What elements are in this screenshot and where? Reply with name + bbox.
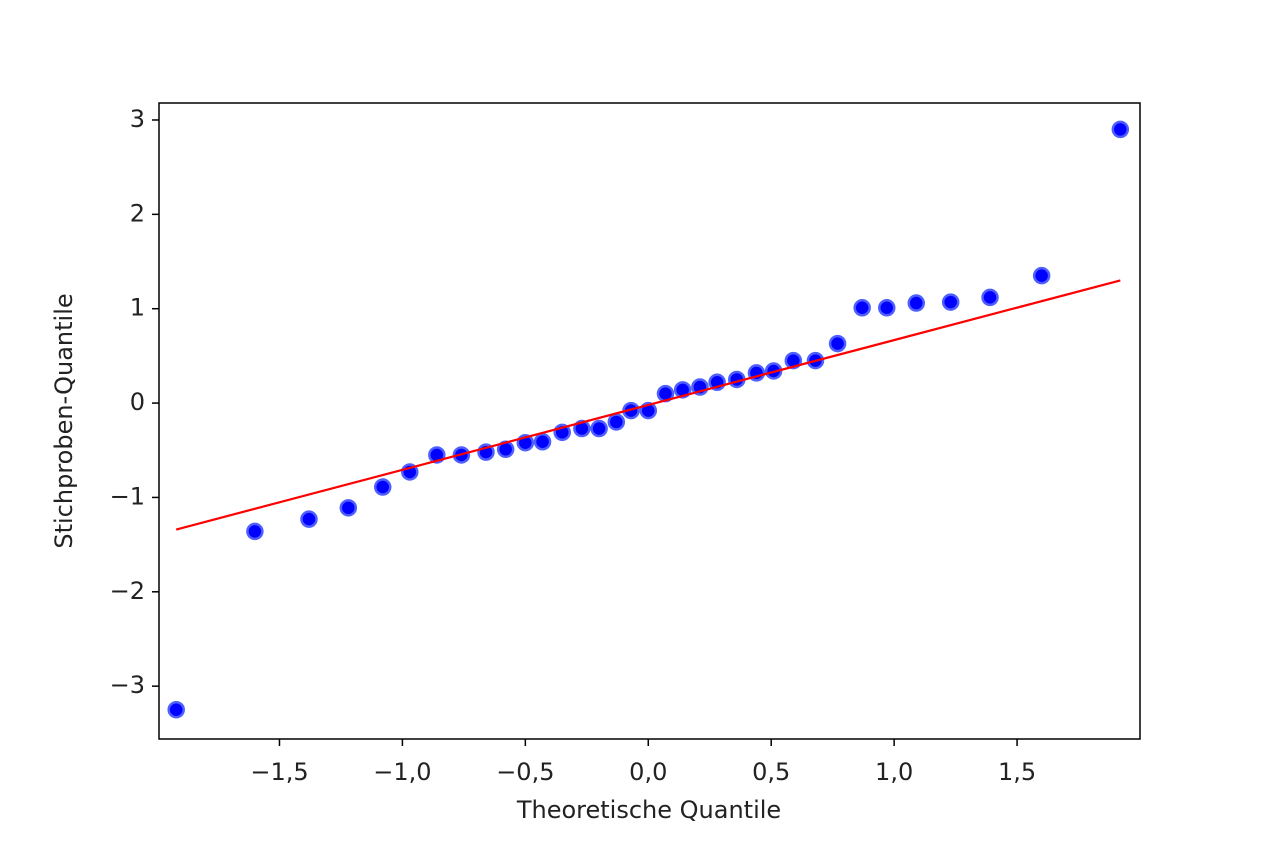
data-point	[828, 334, 847, 353]
x-tick-label: 1,0	[875, 758, 913, 786]
data-point	[1111, 120, 1130, 139]
x-axis-label: Theoretische Quantile	[516, 796, 781, 824]
data-point	[573, 419, 591, 438]
x-tick-label: 1,5	[998, 758, 1036, 786]
y-tick-label: −1	[110, 482, 145, 510]
data-point	[878, 299, 896, 317]
data-point	[607, 413, 626, 431]
data-point	[590, 419, 608, 438]
x-tick-label: −1,5	[250, 758, 308, 786]
data-point	[1032, 266, 1051, 285]
data-point	[941, 293, 960, 311]
y-tick-label: 1	[130, 294, 145, 322]
y-axis-label: Stichproben-Quantile	[50, 293, 78, 548]
y-tick-label: −3	[110, 671, 145, 699]
x-tick-label: −1,0	[373, 758, 431, 786]
y-tick-label: 0	[130, 388, 145, 416]
data-point	[339, 499, 358, 517]
data-point	[907, 294, 926, 312]
reference-line	[175, 279, 1121, 531]
y-tick-label: −2	[110, 577, 145, 605]
data-point	[784, 351, 803, 370]
data-point	[673, 381, 692, 399]
data-point	[373, 478, 392, 496]
data-point	[167, 700, 185, 719]
data-point	[246, 522, 264, 541]
data-point	[853, 299, 871, 317]
x-tick-label: 0,0	[629, 758, 667, 786]
data-point	[533, 433, 552, 451]
x-tick-label: 0,5	[752, 758, 790, 786]
data-point	[300, 510, 318, 528]
plot-frame	[158, 102, 1141, 740]
y-tick-label: 3	[130, 105, 145, 133]
y-tick-label: 2	[130, 199, 145, 227]
x-tick-label: −0,5	[496, 758, 554, 786]
data-point	[981, 288, 999, 307]
